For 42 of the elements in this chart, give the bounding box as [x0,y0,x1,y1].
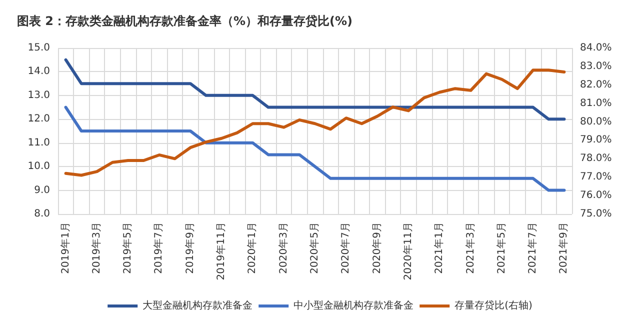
y-tick-label: 14.0 [28,66,50,78]
x-tick-label: 2020年11月 [402,222,414,280]
legend-label: 大型金融机构存款准备金 [142,300,253,312]
chart-title: 图表 2：存款类金融机构存款准备金率（%）和存量存贷比(%) [17,14,353,28]
x-tick-label: 2019年1月 [59,222,72,274]
line-series [64,58,566,121]
x-tick-label: 2021年9月 [558,222,570,274]
y-tick-label: 10.0 [28,161,50,172]
x-tick-label: 2019年9月 [184,222,196,274]
y2-tick-label: 76.0% [580,190,612,202]
y2-tick-label: 79.0% [580,134,612,146]
x-tick-label: 2021年1月 [433,222,446,274]
x-tick-label: 2019年7月 [152,222,165,274]
y-tick-label: 13.0 [28,90,50,101]
y2-tick-label: 78.0% [580,153,612,164]
x-tick-label: 2020年3月 [277,222,290,274]
x-tick-label: 2019年3月 [90,222,102,274]
x-tick-label: 2019年5月 [122,222,134,274]
y2-tick-label: 81.0% [580,98,612,109]
x-tick-label: 2020年5月 [308,222,320,274]
y2-tick-label: 84.0% [580,42,612,54]
x-tick-label: 2020年9月 [370,222,383,274]
y-tick-label: 15.0 [28,42,50,54]
x-tick-label: 2021年7月 [526,222,539,274]
y-tick-label: 8.0 [34,208,50,220]
y2-tick-label: 77.0% [580,172,612,183]
legend-label: 存量存贷比(右轴) [454,300,532,312]
x-tick-label: 2020年7月 [340,222,352,274]
y-tick-label: 11.0 [28,137,50,148]
y-tick-label: 9.0 [34,184,50,196]
x-tick-label: 2019年11月 [215,222,228,280]
line-series [64,106,566,192]
line-series [64,68,566,177]
x-tick-label: 2021年3月 [464,222,476,274]
y2-tick-label: 82.0% [580,79,612,90]
x-tick-label: 2020年1月 [246,222,258,274]
y2-tick-label: 75.0% [580,208,612,220]
y2-tick-label: 83.0% [580,60,612,72]
y2-tick-label: 80.0% [580,116,612,128]
x-tick-label: 2021年5月 [495,222,508,274]
legend-label: 中小型金融机构存款准备金 [294,300,414,312]
y-tick-label: 12.0 [28,114,50,125]
